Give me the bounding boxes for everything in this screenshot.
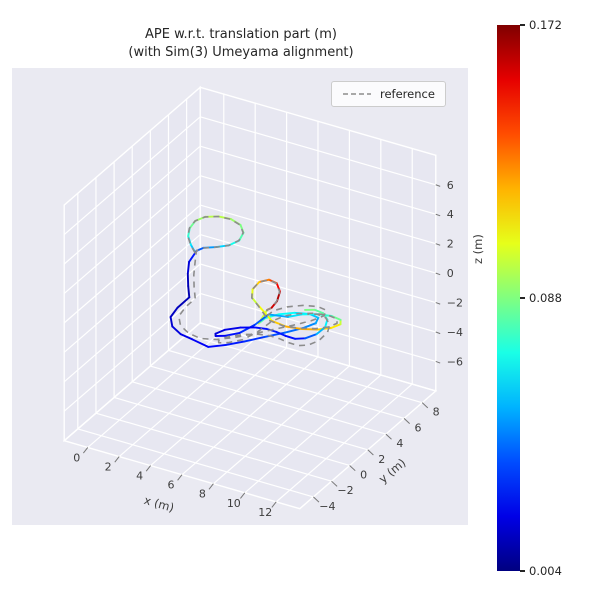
colorbar-tickmark-icon [520,297,525,299]
colorbar-tick-max: 0.172 [520,18,562,32]
svg-text:−4: −4 [319,500,335,513]
reference-dash-icon [343,93,371,95]
svg-text:−2: −2 [447,297,463,310]
reference-trajectory [178,215,338,347]
legend-label-reference: reference [380,87,435,101]
svg-text:0: 0 [447,267,454,280]
svg-text:2: 2 [447,238,454,251]
svg-text:2: 2 [105,461,112,474]
svg-text:6: 6 [415,421,422,434]
svg-text:−4: −4 [447,326,463,339]
colorbar: 0.172 0.088 0.004 [497,18,562,578]
grid-lines [63,94,436,503]
colorbar-tick-mid: 0.088 [520,291,562,305]
legend: reference [331,81,446,107]
svg-text:2: 2 [378,453,385,466]
chart-title: APE w.r.t. translation part (m) (with Si… [0,26,482,62]
svg-text:8: 8 [433,406,440,419]
svg-text:8: 8 [199,488,206,501]
svg-text:6: 6 [168,479,175,492]
svg-text:12: 12 [258,506,272,519]
colorbar-tick-min: 0.004 [520,564,562,578]
chart-title-line1: APE w.r.t. translation part (m) [145,27,337,42]
z-axis-label: z (m) [471,234,485,264]
svg-text:4: 4 [396,437,403,450]
svg-text:4: 4 [447,208,454,221]
svg-text:6: 6 [447,179,454,192]
svg-text:0: 0 [73,451,80,464]
chart-title-line2: (with Sim(3) Umeyama alignment) [128,45,354,60]
colorbar-tickmark-icon [520,24,525,26]
svg-text:−6: −6 [447,355,463,368]
box-edges [62,85,438,510]
svg-text:4: 4 [136,470,143,483]
colorbar-gradient [497,25,520,571]
colorbar-tickmark-icon [520,570,525,572]
svg-text:0: 0 [360,468,367,481]
svg-text:−2: −2 [337,484,353,497]
svg-text:10: 10 [227,497,241,510]
